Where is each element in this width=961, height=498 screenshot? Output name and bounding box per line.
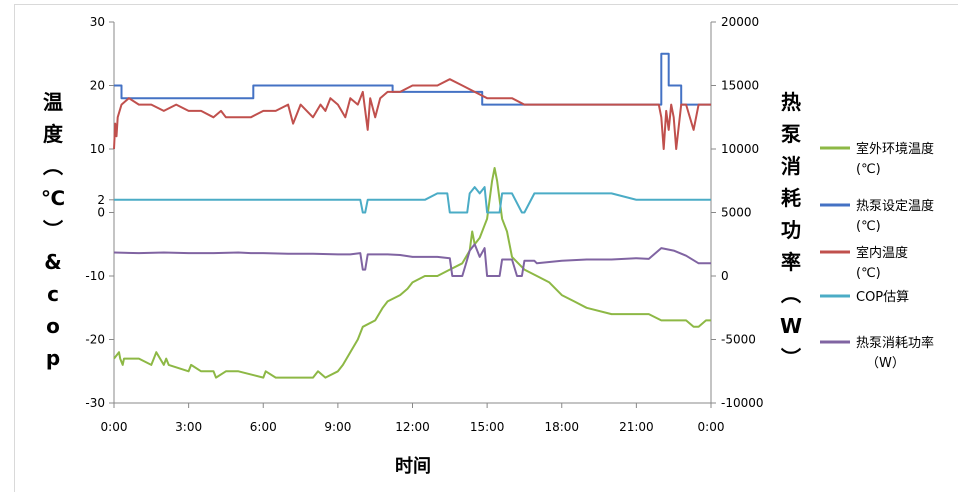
left-axis-title: 温度 ︵ ℃ ︶ & c o p	[38, 92, 68, 380]
axis-title-char: c	[47, 282, 59, 306]
y-left-tick-label: 0	[97, 206, 105, 220]
legend-label-5: 热泵消耗功率	[856, 335, 934, 351]
series-line-2	[114, 52, 711, 106]
x-tick-label: 18:00	[544, 420, 579, 434]
x-tick-label: 12:00	[395, 420, 430, 434]
axis-title-char: 度	[43, 122, 63, 146]
axis-title-char: W	[779, 314, 803, 338]
x-tick-label: 0:00	[101, 420, 128, 434]
legend-label-unit-1: (℃)	[856, 162, 881, 177]
axis-title-char: ︶	[43, 218, 63, 242]
axis-title-char: 泵	[781, 122, 801, 146]
y-right-tick-label: -5000	[721, 333, 756, 347]
axes-group: -30-20-1002102030-10000-5000050001000015…	[85, 15, 763, 434]
y-left-tick-label: -30	[85, 396, 105, 410]
legend-label-unit-2: (℃)	[856, 219, 881, 234]
y-right-tick-label: 0	[721, 269, 729, 283]
axis-title-char: 温	[43, 90, 63, 114]
x-tick-label: 3:00	[175, 420, 202, 434]
chart-frame	[14, 4, 958, 492]
series-group	[113, 52, 711, 379]
x-tick-label: 15:00	[470, 420, 505, 434]
y-right-tick-label: 5000	[721, 206, 752, 220]
axis-title-char: 热	[781, 90, 801, 114]
legend-label-2: 热泵设定温度	[856, 198, 934, 214]
legend-label-unit-3: (℃)	[856, 266, 881, 281]
y-right-tick-label: -10000	[721, 396, 764, 410]
legend-label-3: 室内温度	[856, 245, 908, 261]
y-left-tick-label: 20	[90, 79, 105, 93]
x-tick-label: 9:00	[324, 420, 351, 434]
y-left-tick-label: -20	[85, 333, 105, 347]
axis-title-char: ︵	[43, 154, 63, 178]
axis-title-char: o	[46, 314, 60, 338]
x-axis-title: 时间	[395, 456, 431, 477]
legend-label-unit-5: （W）	[866, 356, 905, 371]
y-right-tick-label: 10000	[721, 142, 759, 156]
series-line-1	[113, 167, 711, 379]
x-tick-label: 6:00	[250, 420, 277, 434]
x-tick-label: 0:00	[698, 420, 725, 434]
axis-title-char: 率	[781, 250, 801, 274]
y-right-tick-label: 15000	[721, 79, 759, 93]
right-axis-title: 热泵消耗功率 ︵ W ︶	[776, 92, 806, 380]
legend-label-1: 室外环境温度	[856, 141, 934, 157]
axis-title-char: 功	[781, 218, 801, 242]
y-left-tick-label: 10	[90, 142, 105, 156]
series-line-4	[114, 186, 711, 214]
axis-title-char: 耗	[781, 186, 801, 210]
y-left-tick-label: -10	[85, 269, 105, 283]
axis-title-char: ︶	[781, 346, 801, 370]
y-right-tick-label: 20000	[721, 15, 759, 29]
axis-title-char: ℃	[40, 186, 66, 210]
axis-title-char: 消	[781, 154, 801, 178]
x-tick-label: 21:00	[619, 420, 654, 434]
y-left-tick-label: 30	[90, 15, 105, 29]
series-line-3	[113, 78, 711, 150]
axis-title-char: ︵	[781, 282, 801, 306]
axis-title-char: p	[45, 346, 61, 370]
series-line-5	[113, 243, 711, 277]
axis-title-char: &	[44, 250, 62, 274]
y-left-tick-label: 2	[97, 193, 105, 207]
legend-label-4: COP估算	[856, 290, 909, 305]
